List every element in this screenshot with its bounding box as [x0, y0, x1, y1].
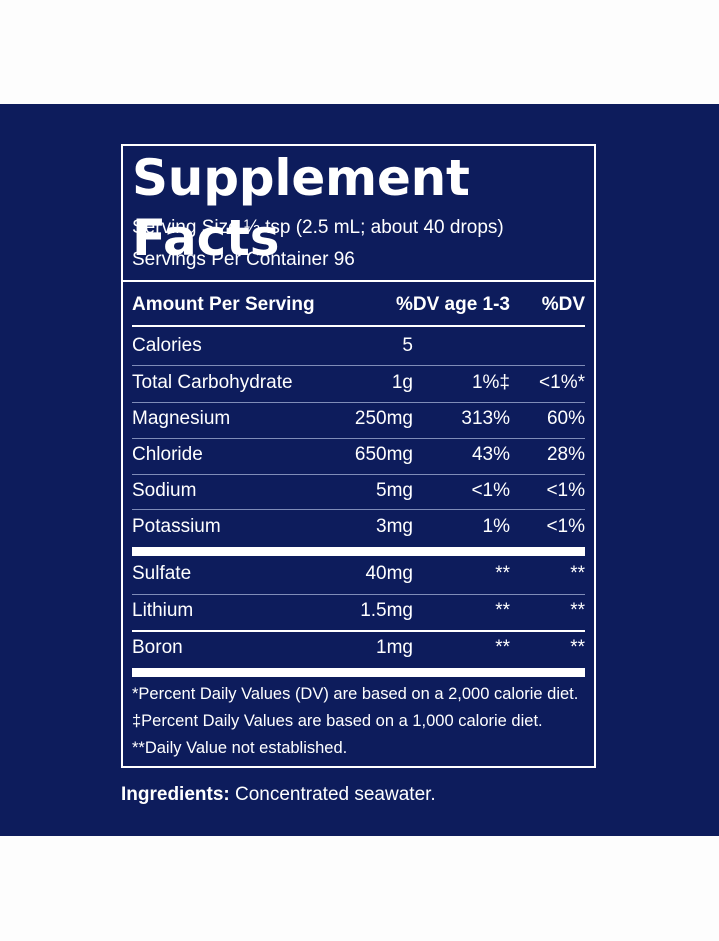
thick-divider — [132, 668, 585, 677]
header-amount: Amount Per Serving — [132, 294, 315, 315]
nutrient-dv-child: 43% — [471, 444, 510, 465]
supplement-facts-panel: Supplement Facts Serving Size ½ tsp (2.5… — [121, 144, 596, 768]
nutrient-row: Calories 5 — [132, 328, 585, 364]
ingredients-label: Ingredients: — [121, 784, 230, 805]
nutrient-name: Potassium — [132, 516, 221, 537]
nutrient-amount: 1g — [391, 372, 413, 393]
nutrient-row: Potassium 3mg 1% <1% — [132, 509, 585, 545]
nutrient-row: Magnesium 250mg 313% 60% — [132, 401, 585, 437]
nutrient-dv: ** — [570, 600, 585, 621]
servings-per-container: Servings Per Container 96 — [132, 249, 355, 270]
header-dv: %DV — [541, 294, 585, 315]
nutrient-dv-child: 1% — [482, 516, 510, 537]
nutrient-dv-child: ** — [495, 600, 510, 621]
footnote: ‡Percent Daily Values are based on a 1,0… — [132, 712, 543, 730]
divider-top — [123, 280, 594, 282]
row-divider — [132, 594, 585, 595]
nutrient-name: Magnesium — [132, 408, 231, 429]
nutrient-dv: <1% — [546, 480, 585, 501]
nutrient-row: Chloride 650mg 43% 28% — [132, 437, 585, 473]
nutrient-amount: 3mg — [376, 516, 413, 537]
nutrient-dv-child: <1% — [471, 480, 510, 501]
nutrient-name: Lithium — [132, 600, 194, 621]
divider-header — [132, 325, 585, 327]
nutrient-dv-child: ** — [495, 637, 510, 658]
row-divider — [132, 402, 585, 403]
nutrient-row: Lithium 1.5mg ** ** — [132, 593, 585, 629]
nutrient-dv: 28% — [546, 444, 585, 465]
nutrient-amount: 1.5mg — [360, 600, 413, 621]
ingredients-text: Concentrated seawater. — [229, 784, 436, 805]
header-dv-child: %DV age 1-3 — [395, 294, 510, 315]
row-divider — [132, 438, 585, 439]
ingredients-line: Ingredients: Concentrated seawater. — [121, 780, 436, 810]
row-divider — [132, 365, 585, 366]
nutrient-amount: 650mg — [354, 444, 413, 465]
nutrient-name: Sodium — [132, 480, 197, 501]
nutrient-dv-child: 313% — [461, 408, 510, 429]
footnote: **Daily Value not established. — [132, 739, 348, 757]
nutrient-dv: <1%* — [539, 372, 585, 393]
nutrient-row: Sulfate 40mg ** ** — [132, 556, 585, 592]
nutrient-dv-child: 1%‡ — [471, 372, 510, 393]
nutrient-amount: 250mg — [354, 408, 413, 429]
nutrient-amount: 5mg — [376, 480, 413, 501]
nutrient-dv: ** — [570, 563, 585, 584]
nutrient-name: Calories — [132, 335, 202, 356]
nutrient-dv: ** — [570, 637, 585, 658]
panel-title: Supplement Facts — [132, 149, 470, 267]
nutrient-row: Total Carbohydrate 1g 1%‡ <1%* — [132, 365, 585, 401]
row-divider — [132, 509, 585, 510]
row-divider — [132, 630, 585, 632]
nutrient-dv: 60% — [546, 408, 585, 429]
nutrient-name: Total Carbohydrate — [132, 372, 293, 393]
footnote: *Percent Daily Values (DV) are based on … — [132, 685, 579, 703]
column-header: Amount Per Serving %DV age 1-3 %DV — [132, 290, 585, 320]
nutrient-row: Boron 1mg ** ** — [132, 630, 585, 666]
nutrient-amount: 1mg — [376, 637, 413, 658]
nutrient-amount: 5 — [402, 335, 413, 356]
nutrient-row: Sodium 5mg <1% <1% — [132, 473, 585, 509]
thick-divider — [132, 547, 585, 556]
nutrient-name: Boron — [132, 637, 183, 658]
nutrient-name: Sulfate — [132, 563, 192, 584]
row-divider — [132, 474, 585, 475]
nutrient-dv-child: ** — [495, 563, 510, 584]
nutrient-name: Chloride — [132, 444, 203, 465]
label-background — [0, 104, 719, 836]
serving-size: Serving Size ½ tsp (2.5 mL; about 40 dro… — [132, 217, 504, 238]
nutrient-amount: 40mg — [365, 563, 413, 584]
nutrient-dv: <1% — [546, 516, 585, 537]
